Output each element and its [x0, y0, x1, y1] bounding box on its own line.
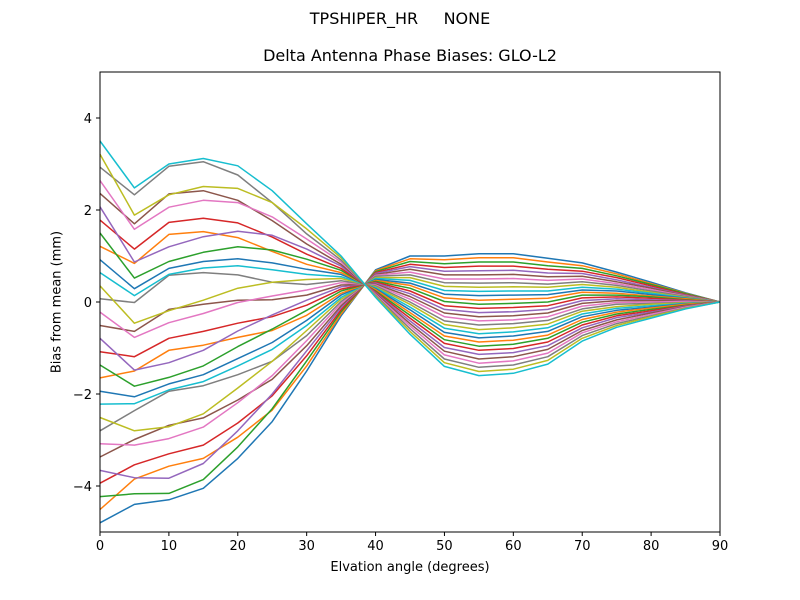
- series-line: [99, 277, 721, 405]
- x-tick-label: 80: [643, 539, 660, 554]
- x-tick-label: 0: [96, 539, 104, 554]
- series-line: [99, 252, 721, 524]
- y-axis-ticks: −4 −2 0 2 4: [73, 112, 100, 495]
- x-tick-label: 70: [574, 539, 591, 554]
- series-line: [99, 260, 721, 498]
- series-line: [99, 140, 721, 377]
- series-lines: [99, 140, 721, 524]
- series-line: [99, 278, 721, 398]
- series-line: [99, 281, 721, 358]
- series-line: [99, 206, 721, 356]
- x-tick-label: 20: [230, 539, 247, 554]
- series-line: [99, 263, 721, 484]
- x-tick-label: 10: [161, 539, 178, 554]
- series-line: [99, 189, 721, 360]
- series-line: [99, 257, 721, 511]
- x-tick-label: 60: [505, 539, 522, 554]
- series-line: [99, 264, 721, 335]
- series-line: [99, 271, 721, 326]
- series-line: [99, 258, 721, 339]
- chart-title: Delta Antenna Phase Biases: GLO-L2: [263, 46, 557, 65]
- x-tick-label: 50: [436, 539, 453, 554]
- y-axis-label: Bias from mean (mm): [49, 230, 65, 374]
- y-tick-label: 2: [84, 204, 92, 219]
- series-line: [99, 180, 721, 364]
- series-line: [99, 265, 721, 479]
- series-line: [99, 276, 721, 432]
- series-line: [99, 282, 721, 371]
- series-line: [99, 277, 721, 331]
- series-line: [99, 279, 721, 379]
- series-line: [99, 283, 721, 333]
- series-line: [99, 230, 721, 343]
- series-line: [99, 280, 721, 387]
- series-line: [99, 217, 721, 352]
- x-tick-label: 30: [298, 539, 315, 554]
- series-line: [99, 160, 721, 369]
- y-tick-label: 4: [84, 112, 92, 127]
- series-line: [99, 232, 721, 347]
- series-line: [99, 268, 721, 458]
- series-line: [99, 153, 721, 373]
- x-axis-ticks: 0 10 20 30 40 50 60 70 80 90: [96, 532, 728, 554]
- x-tick-label: 40: [367, 539, 384, 554]
- series-line: [99, 274, 721, 432]
- x-axis-label: Elvation angle (degrees): [330, 560, 490, 575]
- y-tick-label: −4: [73, 480, 92, 495]
- figure-suptitle: TPSHIPER_HR NONE: [309, 9, 491, 28]
- y-tick-label: −2: [73, 388, 92, 403]
- series-line: [99, 281, 721, 339]
- series-line: [99, 271, 721, 446]
- y-tick-label: 0: [84, 296, 92, 311]
- x-tick-label: 90: [712, 539, 729, 554]
